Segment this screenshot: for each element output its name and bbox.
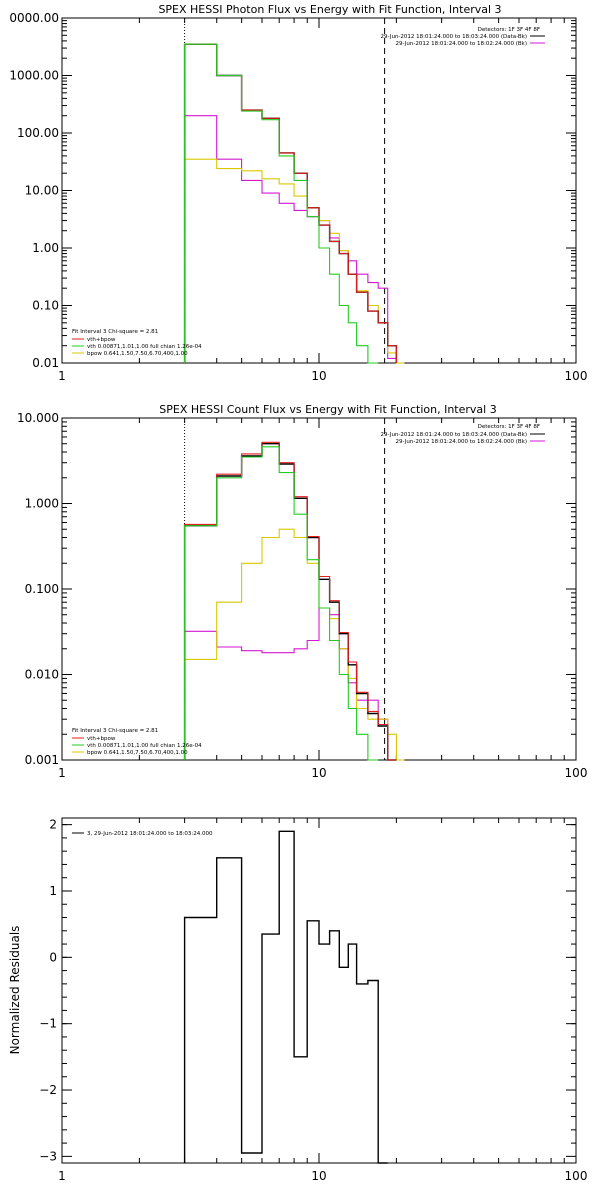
legend-top-item: 29-Jun-2012 18:01:24.000 to 18:02:24.000… (395, 41, 527, 47)
legend-top: 29-Jun-2012 18:01:24.000 to 18:03:24.000… (381, 432, 545, 445)
legend-bottom-title: Fit Interval 3 Chi-square = 2.81 (72, 728, 158, 734)
panel-title: SPEX HESSI Photon Flux vs Energy with Fi… (158, 3, 501, 16)
detectors-label: Detectors: 1F 3F 4F 8F (478, 424, 540, 430)
series-bpow-step (184, 158, 405, 364)
legend-bottom-item: vth 0.00871,1.01,1.00 full chian 1.26e-0… (87, 344, 202, 350)
series-bpow-step (184, 528, 405, 761)
y-tick-label: 0000.00 (9, 11, 59, 25)
legend-top-item: 29-Jun-2012 18:01:24.000 to 18:02:24.000… (395, 439, 527, 445)
x-tick-label: 10 (311, 369, 326, 383)
legend-bottom: Fit Interval 3 Chi-square = 2.81 vth+bpo… (72, 329, 202, 357)
legend-bottom-item: vth+bpow (87, 736, 116, 742)
x-tick-label: 1 (58, 1169, 66, 1183)
plot-frame (61, 17, 577, 364)
series-total-step (183, 830, 388, 1164)
series-vth-step (184, 446, 379, 761)
count-flux-panel: SPEX HESSI Count Flux vs Energy with Fit… (17, 403, 587, 780)
y-tick-label: 0.010 (25, 668, 59, 682)
plot-area: 1 10 100 0.001 0.010 0.100 1.000 10.000 (17, 411, 587, 780)
x-tick-label: 10 (311, 1169, 326, 1183)
legend-top-left: 3, 29-Jun-2012 18:01:24.000 to 18:03:24.… (72, 831, 213, 837)
y-tick-label: 1000.00 (9, 69, 59, 83)
series-model-step (184, 43, 397, 363)
y-tick-label: 0.01 (32, 356, 59, 370)
x-tick-label: 100 (565, 766, 588, 780)
plot-area: 1 10 100 0.01 0.10 1.00 10.00 100.00 1000.00 0000… (9, 11, 587, 383)
panel-title: SPEX HESSI Count Flux vs Energy with Fit… (159, 403, 496, 416)
legend-bottom-item: vth 0.00871,1.01,1.00 full chian 1.26e-0… (87, 743, 202, 749)
x-tick-label: 1 (58, 766, 66, 780)
y-tick-label: 1.00 (32, 241, 59, 255)
legend-top-item: 29-Jun-2012 18:01:24.000 to 18:03:24.000… (381, 432, 527, 438)
legend-top-item: 29-Jun-2012 18:01:24.000 to 18:03:24.000… (381, 34, 527, 40)
y-tick-label: 100.00 (17, 126, 59, 140)
y-tick-label: 1.000 (25, 497, 59, 511)
x-tick-label: 100 (565, 369, 588, 383)
y-tick-label: 10.00 (25, 184, 59, 198)
y-tick-label: 0 (49, 950, 57, 964)
y-tick-label: 0.10 (32, 299, 59, 313)
y-tick-label: 0.100 (25, 582, 59, 596)
y-tick-label: −2 (39, 1083, 57, 1097)
legend-bottom-item: bpow 0.641,1.50,7.50,6.70,400,1.00 (87, 351, 188, 357)
legend-bottom-title: Fit Interval 3 Chi-square = 2.81 (72, 329, 158, 335)
legend-bottom-item: vth+bpow (87, 337, 116, 343)
plot-frame (61, 817, 577, 1164)
legend-top: 29-Jun-2012 18:01:24.000 to 18:03:24.000… (381, 34, 545, 47)
detectors-label: Detectors: 1F 3F 4F 8F (478, 27, 540, 33)
x-tick-label: 1 (58, 369, 66, 383)
y-tick-label: 0.001 (25, 753, 59, 767)
y-tick-label: 10.000 (17, 411, 59, 425)
legend-bottom-item: bpow 0.641,1.50,7.50,6.70,400,1.00 (87, 750, 188, 756)
y-tick-label: 1 (49, 884, 57, 898)
photon-flux-panel: SPEX HESSI Photon Flux vs Energy with Fi… (9, 3, 587, 383)
y-tick-label: −1 (39, 1017, 57, 1031)
x-tick-label: 100 (565, 1169, 588, 1183)
y-tick-label: −3 (39, 1149, 57, 1163)
legend-bottom: Fit Interval 3 Chi-square = 2.81 vth+bpo… (72, 728, 202, 756)
x-tick-label: 10 (311, 766, 326, 780)
y-tick-label: 2 (49, 818, 57, 832)
legend-item: 3, 29-Jun-2012 18:01:24.000 to 18:03:24.… (87, 831, 213, 837)
y-axis-label: Normalized Residuals (8, 926, 22, 1055)
series-vth-step (184, 43, 379, 364)
